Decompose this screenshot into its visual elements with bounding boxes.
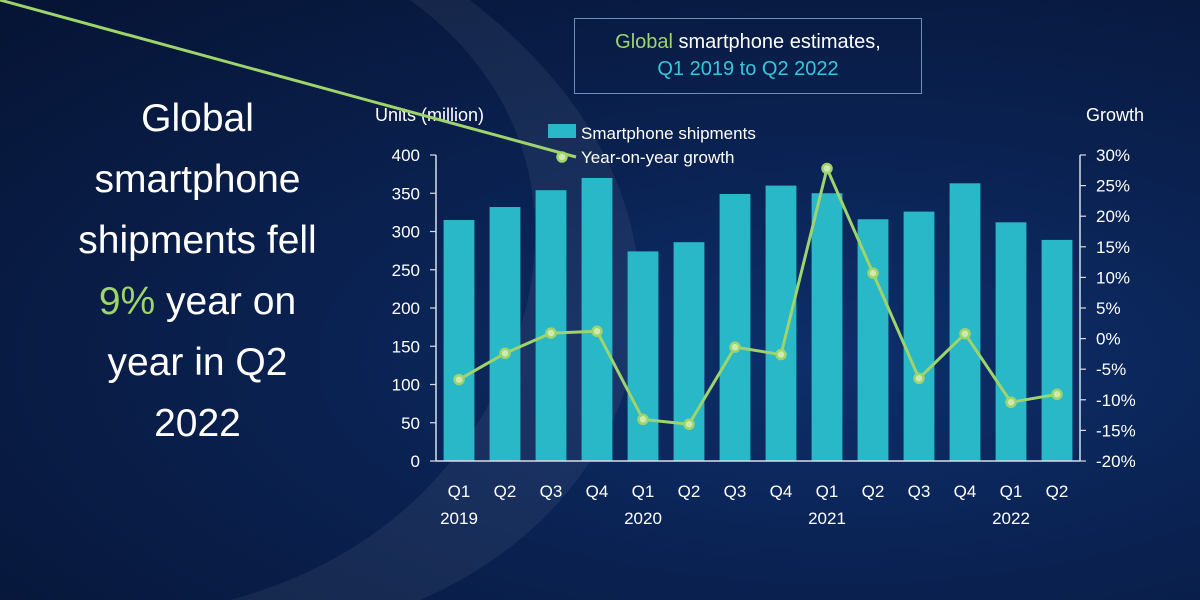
legend-line-swatch — [0, 0, 577, 159]
shipment-bar — [811, 193, 843, 461]
legend-line-marker — [556, 151, 568, 163]
growth-point — [821, 162, 833, 175]
x-tick-label: Q4 — [770, 482, 793, 501]
growth-line-path — [458, 166, 1058, 426]
chart-title-line-1: Global smartphone estimates, — [575, 29, 921, 56]
shipment-bar — [903, 211, 935, 461]
shipment-bar — [719, 194, 751, 461]
growth-point — [683, 418, 695, 431]
growth-point — [867, 267, 879, 279]
headline-highlight: 9% — [98, 280, 156, 323]
growth-point — [591, 325, 603, 338]
growth-point — [959, 327, 971, 340]
x-tick-label: Q3 — [908, 482, 931, 501]
shipment-bar — [857, 219, 889, 461]
legend-line-label: Year-on-year growth — [581, 148, 734, 167]
shipment-bar — [581, 177, 613, 461]
shipment-bar — [765, 185, 797, 461]
shipment-bar — [949, 183, 981, 461]
x-tick-label: Q3 — [724, 482, 747, 501]
y-left-tick-label: 200 — [392, 299, 420, 318]
x-tick-label: Q2 — [862, 482, 885, 501]
shipment-bar — [443, 220, 475, 461]
headline-line-4: 9% year on — [30, 271, 365, 332]
y-left-tick-label: 300 — [392, 223, 420, 242]
headline: Global smartphone shipments fell 9% year… — [30, 88, 365, 454]
bars — [443, 177, 1073, 461]
x-tick-label: Q2 — [1046, 482, 1069, 501]
headline-line-5: year in Q2 — [107, 341, 288, 384]
growth-point — [913, 372, 925, 385]
y-left-tick-label: 50 — [401, 414, 420, 433]
growth-point — [545, 327, 557, 339]
axes — [430, 154, 1086, 462]
x-year-label: 2022 — [992, 509, 1030, 528]
headline-line-2: smartphone — [94, 158, 301, 201]
x-year-label: 2020 — [624, 509, 662, 528]
growth-line — [453, 162, 1063, 431]
x-tick-label: Q2 — [678, 482, 701, 501]
chart-title-highlight: Global — [615, 31, 673, 53]
shipment-bar — [1041, 239, 1073, 461]
x-tick-label: Q3 — [540, 482, 563, 501]
y-right-tick-label: 10% — [1096, 268, 1130, 287]
growth-point — [453, 373, 465, 386]
x-tick-label: Q1 — [632, 482, 655, 501]
growth-point — [499, 347, 511, 360]
x-year-label: 2019 — [440, 509, 478, 528]
legend-bar-swatch — [548, 124, 576, 138]
tick-labels: 400 350 300 250 200 150 100 50 0 30% 25% 20% 15% 10% 5… — [392, 146, 1136, 528]
x-year-label: 2021 — [808, 509, 846, 528]
y-right-tick-label: -20% — [1096, 452, 1136, 471]
x-tick-label: Q4 — [586, 482, 609, 501]
growth-point — [1005, 396, 1017, 408]
x-tick-label: Q1 — [448, 482, 471, 501]
y-left-tick-label: 400 — [392, 146, 420, 165]
x-tick-label: Q1 — [816, 482, 839, 501]
y-right-tick-label: -5% — [1096, 360, 1126, 379]
headline-line-6: 2022 — [154, 402, 241, 445]
headline-line-3: shipments fell — [78, 219, 317, 262]
headline-line-4-rest: year on — [155, 280, 297, 323]
growth-point — [637, 413, 649, 426]
chart-title-box: Global smartphone estimates, Q1 2019 to … — [574, 18, 922, 94]
legend-bar-label: Smartphone shipments — [581, 124, 756, 143]
x-tick-label: Q4 — [954, 482, 977, 501]
y-right-tick-label: -10% — [1096, 391, 1136, 410]
y-left-tick-label: 100 — [392, 376, 420, 395]
chart-title-line-2: Q1 2019 to Q2 2022 — [657, 58, 839, 80]
y-right-tick-label: 15% — [1096, 238, 1130, 257]
growth-point — [775, 348, 787, 361]
x-tick-label: Q1 — [1000, 482, 1023, 501]
shipment-bar — [535, 190, 567, 461]
y-left-tick-label: 0 — [411, 452, 420, 471]
y-right-tick-label: -15% — [1096, 421, 1136, 440]
y-left-tick-label: 150 — [392, 337, 420, 356]
y-right-axis-label: Growth — [1086, 105, 1144, 125]
y-right-tick-label: 25% — [1096, 177, 1130, 196]
growth-point — [1051, 388, 1063, 401]
y-right-tick-label: 0% — [1096, 330, 1121, 349]
y-right-tick-label: 20% — [1096, 207, 1130, 226]
y-left-tick-label: 250 — [392, 261, 420, 280]
shipment-bar — [995, 222, 1027, 461]
shipment-bar — [489, 207, 521, 461]
x-tick-label: Q2 — [494, 482, 517, 501]
headline-line-1: Global — [141, 97, 254, 140]
growth-point — [729, 341, 741, 353]
chart-title-rest: smartphone estimates, — [672, 31, 881, 53]
legend: Smartphone shipments Year-on-year growth — [0, 0, 756, 167]
shipment-bar — [627, 251, 659, 461]
y-right-tick-label: 5% — [1096, 299, 1121, 318]
y-right-tick-label: 30% — [1096, 146, 1130, 165]
y-left-tick-label: 350 — [392, 184, 420, 203]
